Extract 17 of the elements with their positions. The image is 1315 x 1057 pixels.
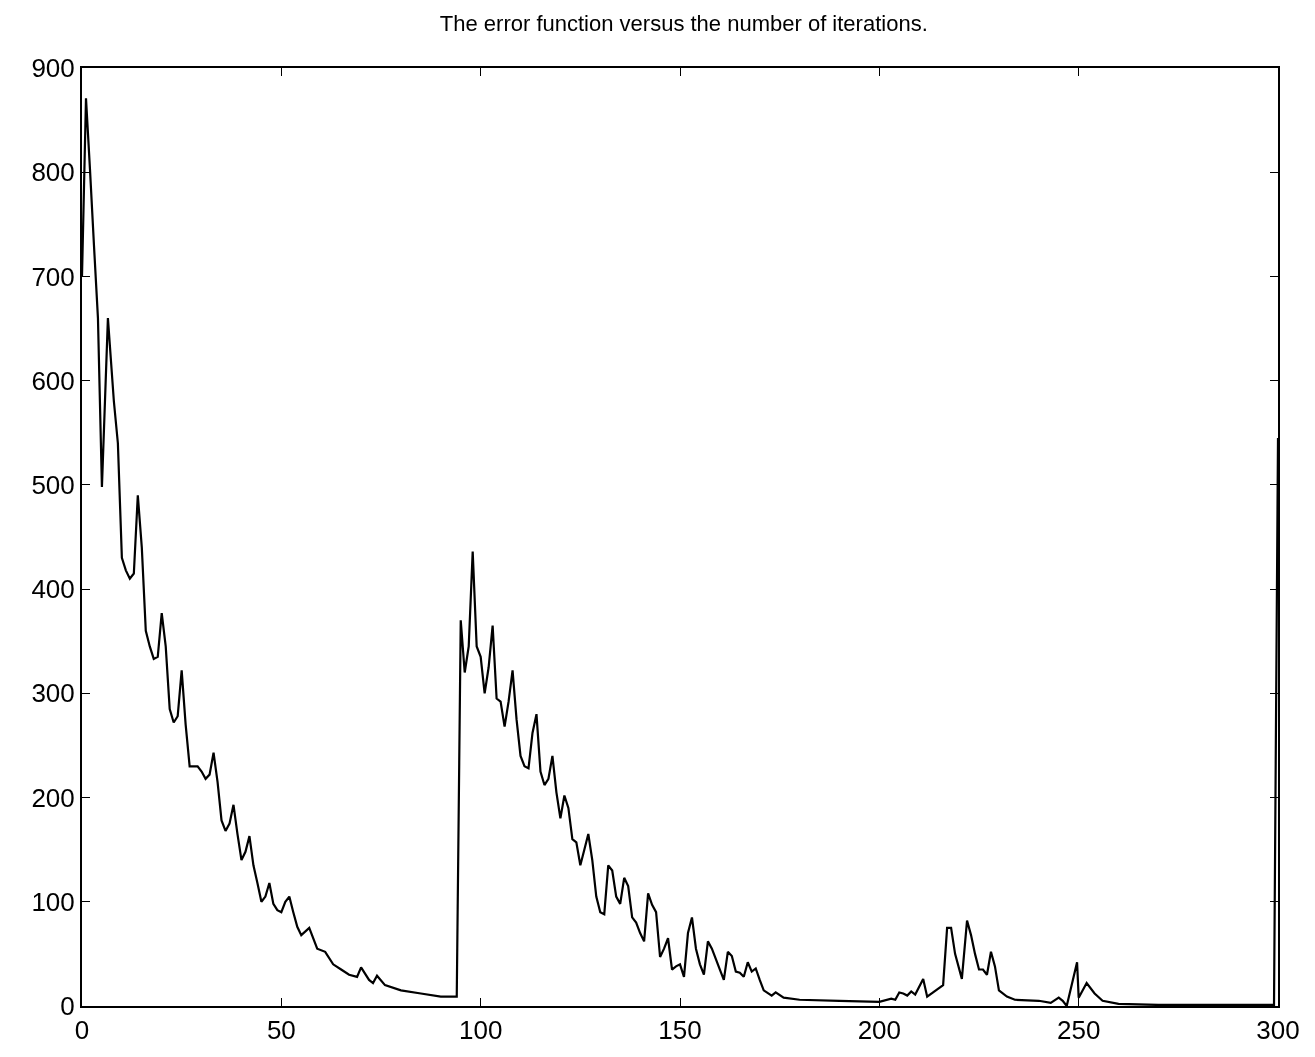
y-tick-label: 0	[60, 991, 75, 1022]
y-tick-label: 100	[31, 886, 75, 917]
y-tick-label: 600	[31, 365, 75, 396]
y-tick-label: 200	[31, 782, 75, 813]
y-tick-label: 900	[31, 53, 75, 84]
x-tick-label: 200	[857, 1015, 902, 1046]
x-tick-label: 250	[1056, 1015, 1101, 1046]
y-tick-label: 800	[31, 157, 75, 188]
y-tick-label: 700	[31, 261, 75, 292]
y-tick-label: 400	[31, 574, 75, 605]
x-tick-label: 50	[266, 1015, 296, 1046]
x-tick-label: 300	[1256, 1015, 1300, 1046]
y-tick-label: 300	[31, 678, 75, 709]
y-tick-label: 500	[31, 469, 75, 500]
x-tick-label: 100	[458, 1015, 503, 1046]
chart-title: The error function versus the number of iterations.	[439, 11, 928, 37]
x-tick-label: 150	[658, 1015, 702, 1046]
